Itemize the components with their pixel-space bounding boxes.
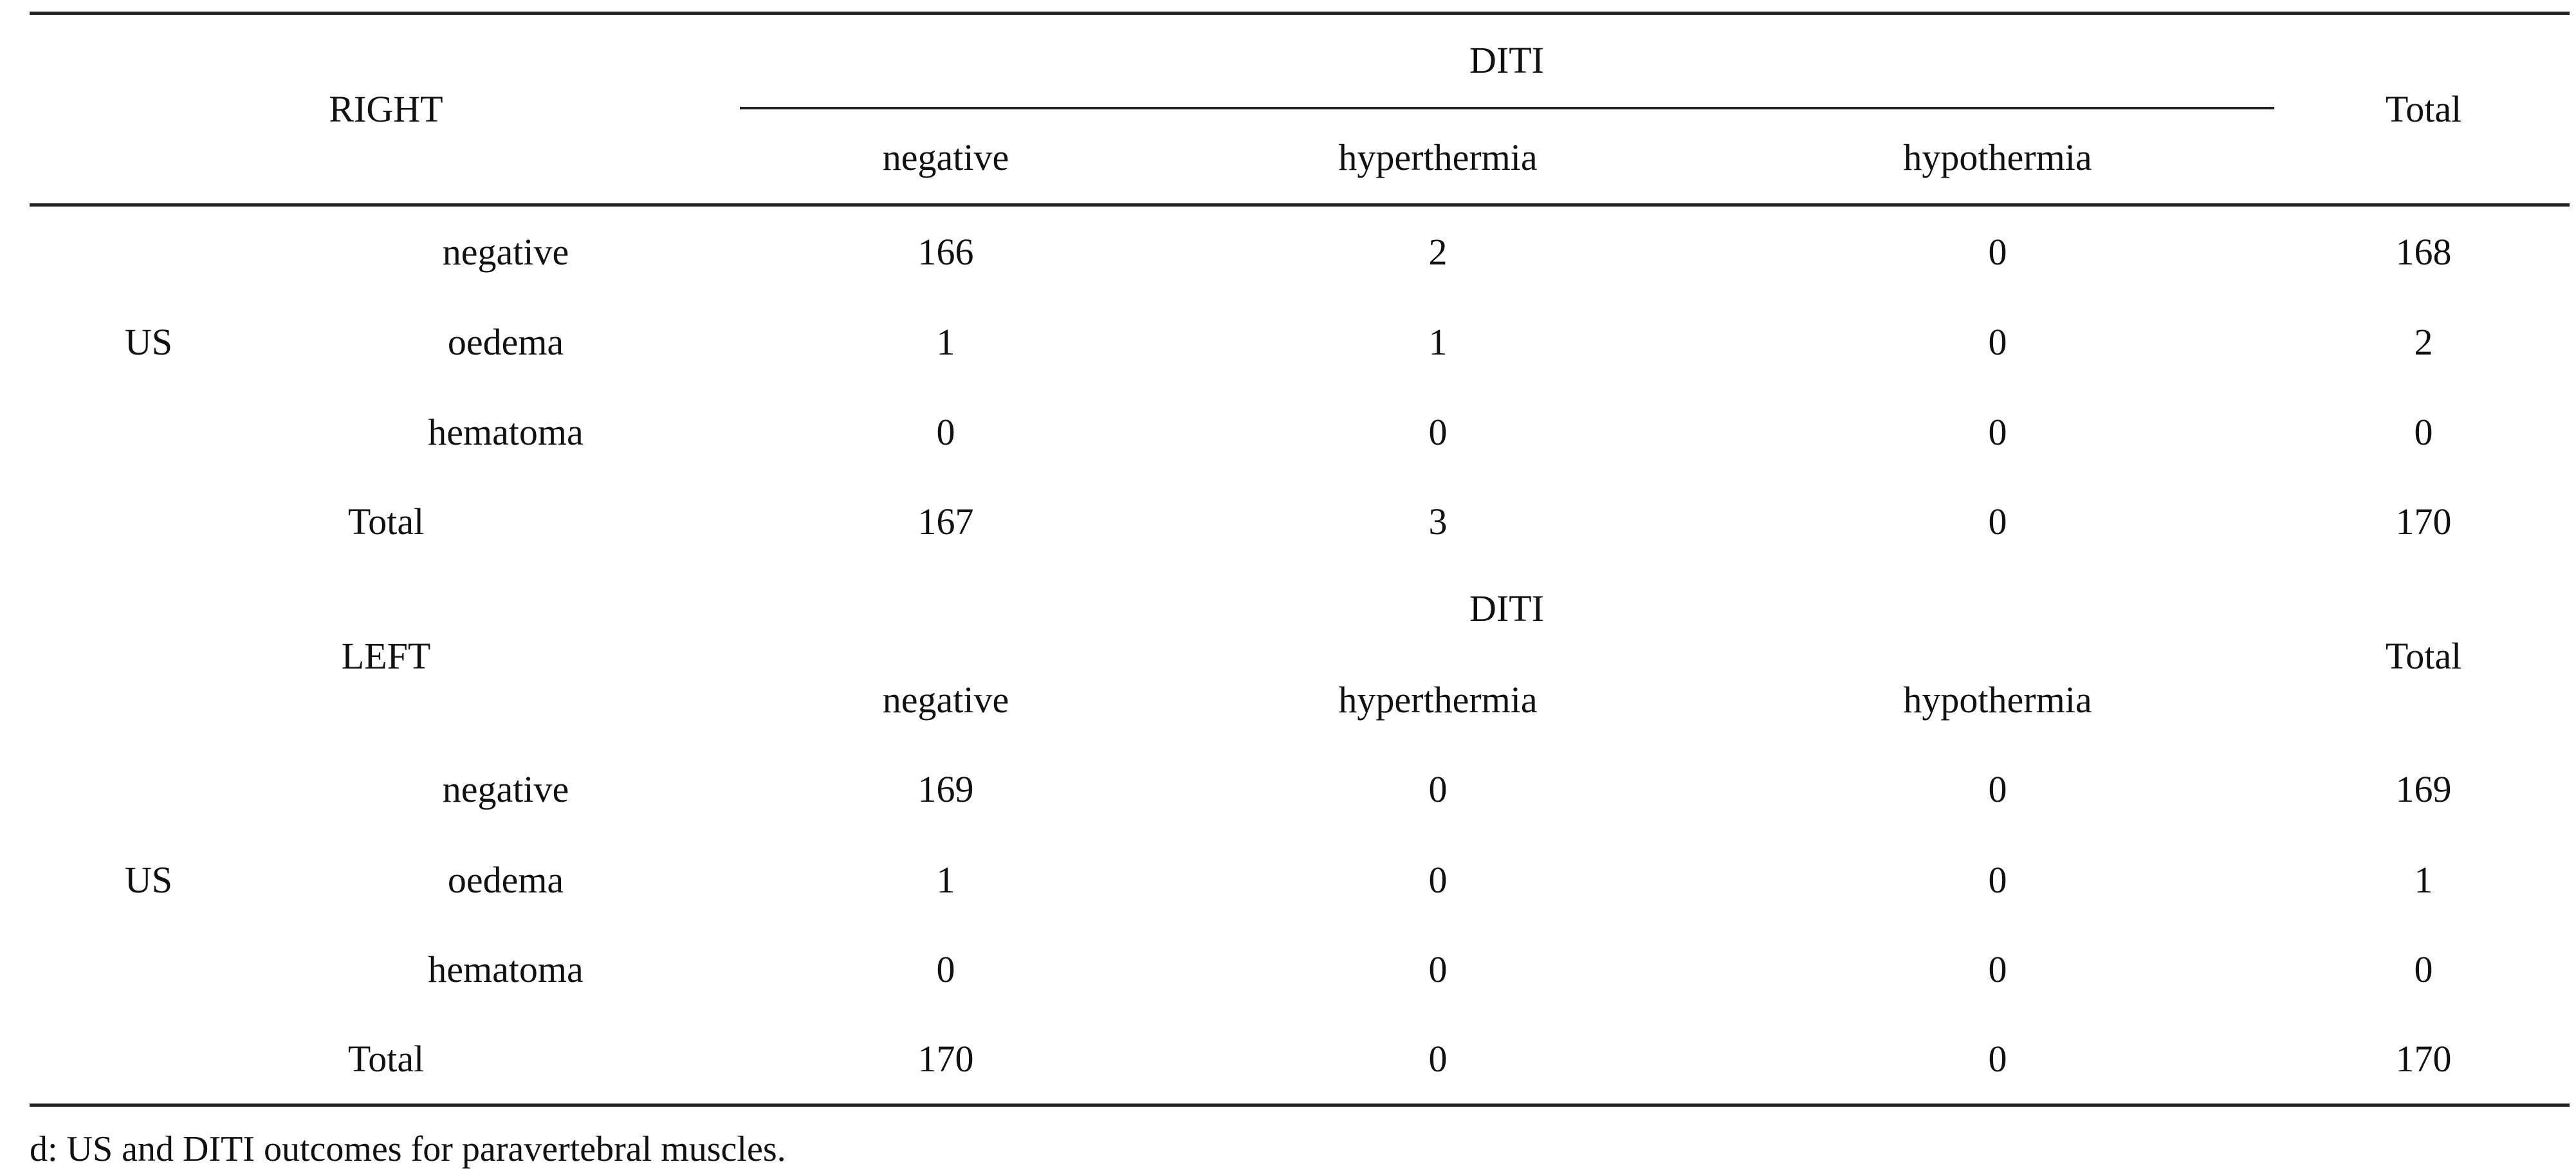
cell-left-oedema-negative: 1 — [936, 859, 955, 901]
cell-right-negative-hypothermia: 0 — [1988, 231, 2007, 273]
cell-left-oedema-hyperthermia: 0 — [1428, 859, 1448, 901]
cell-right-negative-total: 168 — [2395, 231, 2452, 273]
cell-right-total-hypothermia: 0 — [1988, 501, 2007, 542]
group-label-us-left: US — [124, 859, 173, 901]
table-caption: d: US and DITI outcomes for paravertebra… — [30, 1129, 786, 1169]
row-label-hematoma-right: hematoma — [428, 411, 584, 453]
cell-left-total-total: 170 — [2395, 1038, 2452, 1080]
cell-left-oedema-hypothermia: 0 — [1988, 859, 2007, 901]
row-label-oedema-right: oedema — [447, 321, 564, 363]
cell-left-oedema-total: 1 — [2414, 859, 2433, 901]
cell-right-negative-hyperthermia: 2 — [1428, 231, 1448, 273]
col-header-negative-left: negative — [882, 679, 1009, 721]
cell-right-total-hyperthermia: 3 — [1428, 501, 1448, 542]
row-label-total-right: Total — [347, 501, 425, 542]
col-header-hypothermia-left: hypothermia — [1903, 679, 2092, 721]
total-header-left: Total — [2385, 635, 2462, 677]
row-label-oedema-left: oedema — [447, 859, 564, 901]
cell-left-total-hyperthermia: 0 — [1428, 1038, 1448, 1080]
group-label-us-right: US — [124, 321, 173, 363]
col-header-negative-right: negative — [882, 136, 1009, 178]
cell-left-negative-negative: 169 — [917, 768, 974, 810]
table-bottom-rule — [30, 1104, 2570, 1107]
cell-right-oedema-total: 2 — [2414, 321, 2433, 363]
cell-right-oedema-hypothermia: 0 — [1988, 321, 2007, 363]
cell-right-oedema-negative: 1 — [936, 321, 955, 363]
diti-header-right: DITI — [1469, 39, 1544, 81]
cell-right-hematoma-negative: 0 — [936, 411, 955, 453]
cell-left-hematoma-negative: 0 — [936, 948, 955, 990]
diti-header-rule — [740, 107, 2274, 109]
cell-right-hematoma-hypothermia: 0 — [1988, 411, 2007, 453]
cell-left-negative-hypothermia: 0 — [1988, 768, 2007, 810]
section-title-right: RIGHT — [329, 88, 443, 130]
col-header-hyperthermia-right: hyperthermia — [1338, 136, 1538, 178]
cell-left-hematoma-hyperthermia: 0 — [1428, 948, 1448, 990]
cell-left-negative-hyperthermia: 0 — [1428, 768, 1448, 810]
cell-right-hematoma-hyperthermia: 0 — [1428, 411, 1448, 453]
cell-right-hematoma-total: 0 — [2414, 411, 2433, 453]
row-label-negative-left: negative — [442, 768, 569, 810]
cell-right-total-total: 170 — [2395, 501, 2452, 542]
diti-header-left: DITI — [1469, 587, 1544, 629]
cell-left-hematoma-hypothermia: 0 — [1988, 948, 2007, 990]
cell-left-total-hypothermia: 0 — [1988, 1038, 2007, 1080]
row-label-total-left: Total — [347, 1038, 425, 1080]
header-bottom-rule — [30, 203, 2570, 207]
table-top-rule — [30, 12, 2570, 15]
row-label-hematoma-left: hematoma — [428, 948, 584, 990]
col-header-hyperthermia-left: hyperthermia — [1338, 679, 1538, 721]
section-title-left: LEFT — [341, 635, 431, 677]
total-header-right: Total — [2385, 88, 2462, 130]
col-header-hypothermia-right: hypothermia — [1903, 136, 2092, 178]
cell-right-oedema-hyperthermia: 1 — [1428, 321, 1448, 363]
cell-right-negative-negative: 166 — [917, 231, 974, 273]
cell-left-negative-total: 169 — [2395, 768, 2452, 810]
cell-left-total-negative: 170 — [917, 1038, 974, 1080]
cell-left-hematoma-total: 0 — [2414, 948, 2433, 990]
cell-right-total-negative: 167 — [917, 501, 974, 542]
row-label-negative-right: negative — [442, 231, 569, 273]
